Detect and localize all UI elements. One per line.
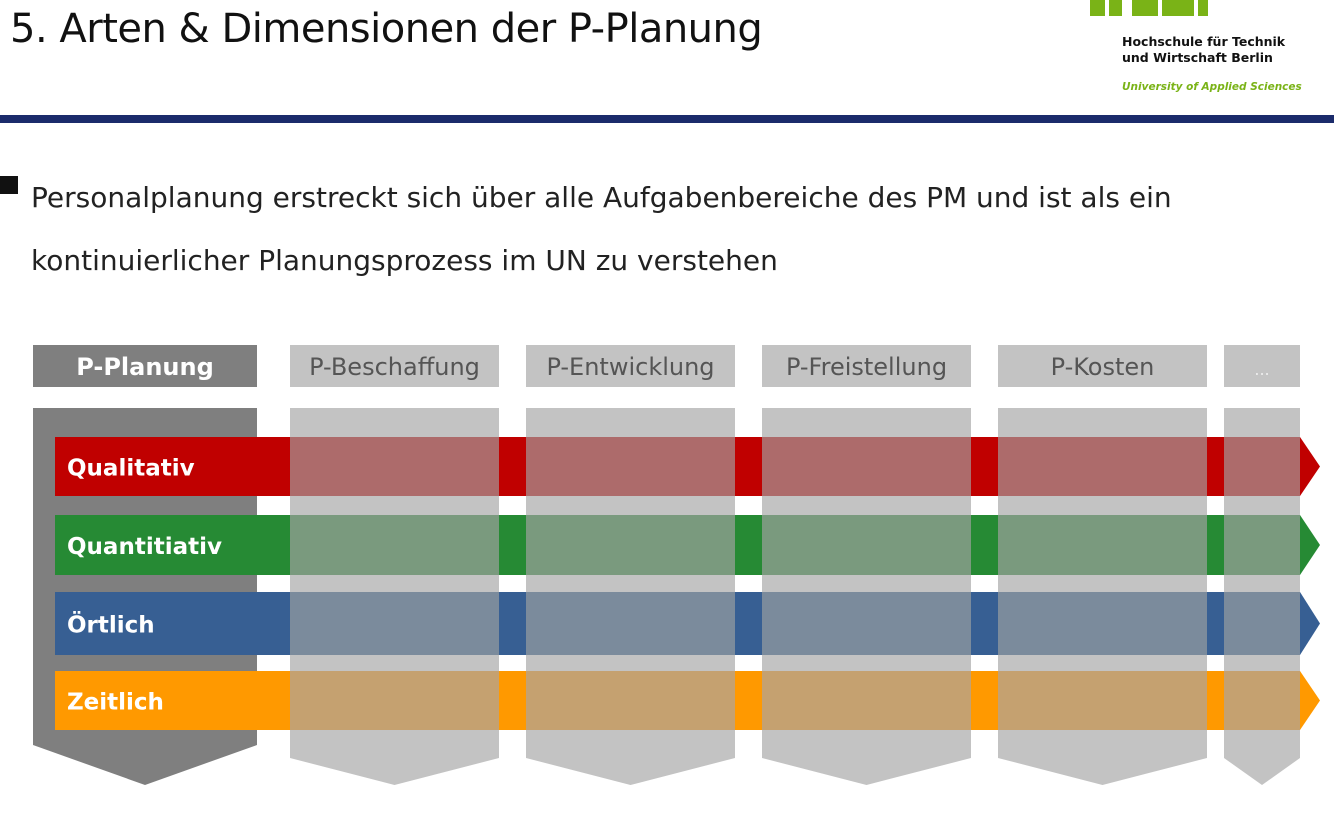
htw-logo: Hochschule für Technik und Wirtschaft Be… xyxy=(1090,0,1330,100)
area-header-box xyxy=(290,345,499,387)
dimension-area-cell xyxy=(290,671,499,730)
area-header-box xyxy=(526,345,735,387)
dimension-area-cell xyxy=(1224,437,1300,496)
dimension-area-cell xyxy=(998,592,1207,655)
dimension-area-cell xyxy=(526,515,735,575)
dimension-area-cell xyxy=(1224,592,1300,655)
header-divider xyxy=(0,115,1334,123)
dimension-area-cell xyxy=(526,592,735,655)
dimension-label: Zeitlich xyxy=(67,690,164,716)
dimension-label: Quantitiativ xyxy=(67,534,222,560)
dimension-area-cell xyxy=(762,437,971,496)
area-header-box xyxy=(1224,345,1300,387)
dimension-area-cell xyxy=(290,515,499,575)
dimension-area-cell xyxy=(998,515,1207,575)
dimension-area-cell xyxy=(526,671,735,730)
dimension-area-cell xyxy=(762,592,971,655)
logo-line-3: University of Applied Sciences xyxy=(1122,81,1302,93)
area-header-box xyxy=(998,345,1207,387)
area-header-label: P-Beschaffung xyxy=(309,353,480,381)
dimension-label: Örtlich xyxy=(67,611,155,639)
area-header-label: ... xyxy=(1254,360,1269,379)
dimension-area-cell xyxy=(290,592,499,655)
dimension-area-cell xyxy=(998,671,1207,730)
bullet-square-icon xyxy=(0,176,18,194)
dimension-area-cell xyxy=(762,515,971,575)
slide-title: 5. Arten & Dimensionen der P-Planung xyxy=(10,6,763,52)
bullet-text: Personalplanung erstreckt sich über alle… xyxy=(31,181,1172,277)
dimension-area-cell xyxy=(290,437,499,496)
dimension-area-cell xyxy=(998,437,1207,496)
area-header-label: P-Freistellung xyxy=(786,353,947,381)
main-header-label: P-Planung xyxy=(76,353,214,381)
dimension-area-cell xyxy=(762,671,971,730)
dimension-area-cell xyxy=(1224,671,1300,730)
area-header-label: P-Kosten xyxy=(1051,353,1155,381)
dimension-label: Qualitativ xyxy=(67,456,195,482)
main-header-box xyxy=(33,345,257,387)
logo-line-1: Hochschule für Technik xyxy=(1122,34,1286,49)
logo-line-2: und Wirtschaft Berlin xyxy=(1122,50,1273,65)
dimension-area-cell xyxy=(1224,515,1300,575)
area-header-label: P-Entwicklung xyxy=(546,353,714,381)
area-header-box xyxy=(762,345,971,387)
dimension-area-cell xyxy=(526,437,735,496)
htw-logo-mark-icon xyxy=(1090,0,1208,16)
